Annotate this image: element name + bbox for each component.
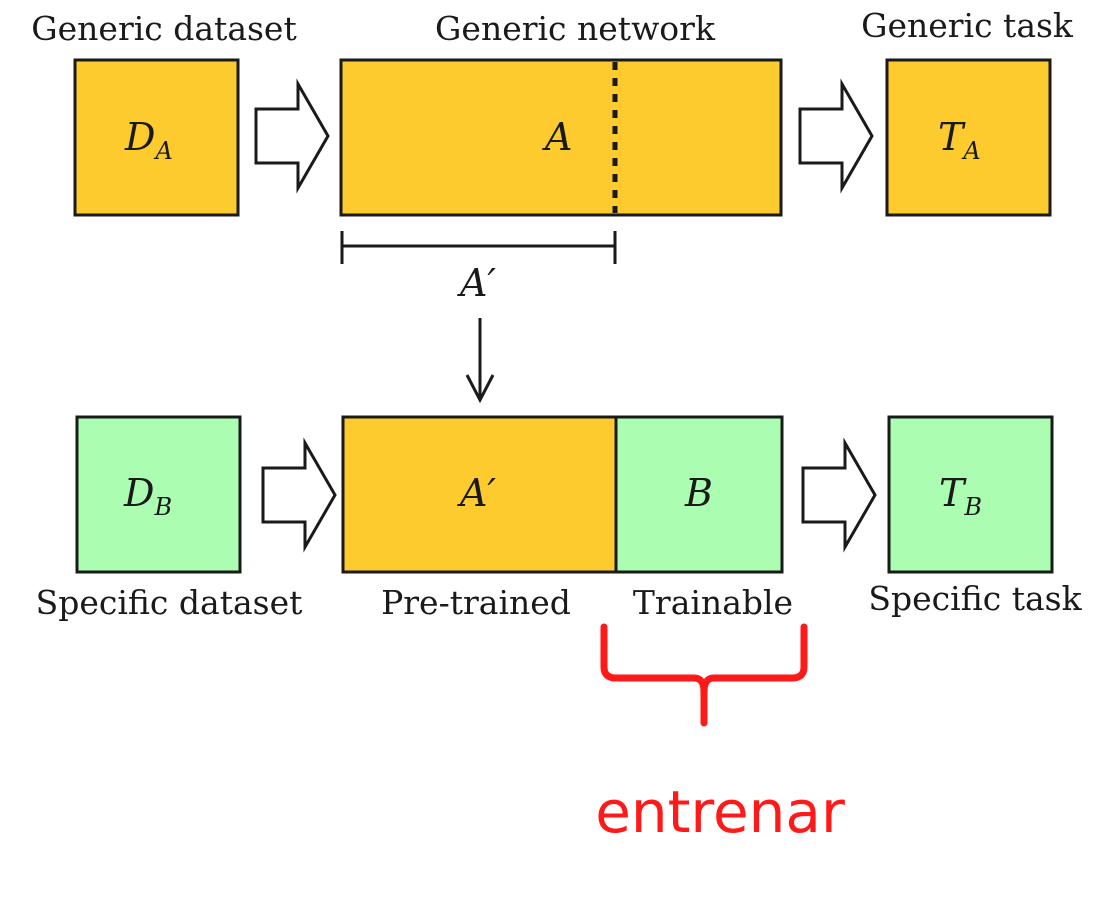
split-span-symbol: A′ (457, 261, 496, 305)
transfer-down-arrow (465, 318, 495, 404)
specific-task-symbol: TB (939, 471, 982, 521)
trainable-label: Trainable (633, 583, 793, 622)
pretrained-symbol: A′ (457, 471, 496, 515)
arrow-dataset-to-network-top (254, 78, 330, 194)
entrenar-annotation: entrenar (595, 778, 845, 846)
arrow-network-to-task-bottom (801, 437, 877, 553)
specific-dataset-label: Specific dataset (36, 583, 303, 622)
generic-network-label: Generic network (435, 9, 716, 48)
specific-dataset-box (75, 415, 242, 574)
generic-dataset-symbol: DA (124, 115, 173, 165)
generic-network-box (339, 58, 783, 217)
generic-dataset-label: Generic dataset (31, 9, 296, 48)
generic-network-symbol: A (542, 115, 572, 159)
specific-task-label: Specific task (868, 579, 1082, 618)
generic-task-label: Generic task (861, 6, 1074, 45)
split-span-bracket (340, 231, 617, 264)
trainable-box (614, 415, 784, 574)
specific-task-box (887, 415, 1054, 574)
generic-task-symbol: TA (938, 115, 981, 165)
generic-dataset-box (73, 58, 240, 217)
specific-dataset-symbol: DB (123, 471, 172, 521)
trainable-symbol: B (684, 471, 713, 515)
trainable-curly-brace (600, 623, 808, 727)
pretrained-label: Pre-trained (381, 583, 571, 622)
generic-task-box (885, 58, 1052, 217)
arrow-dataset-to-network-bottom (261, 437, 337, 553)
arrow-network-to-task-top (798, 78, 874, 194)
